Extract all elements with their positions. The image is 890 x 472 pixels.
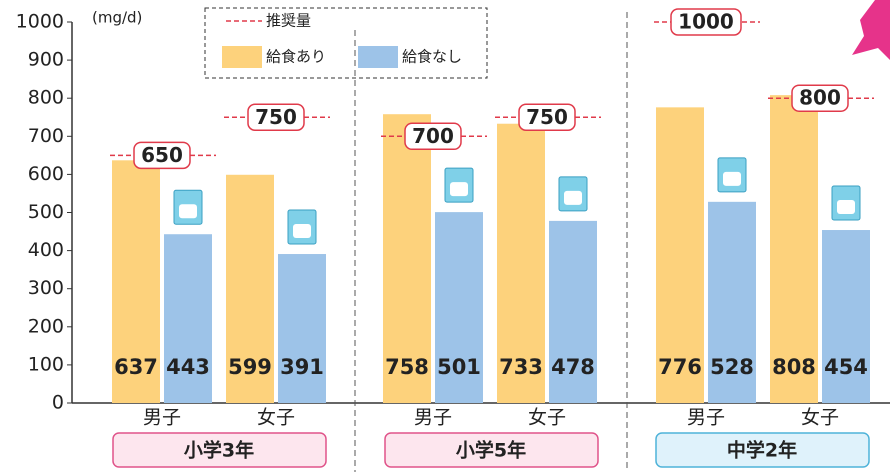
value-label: 478 — [551, 355, 595, 379]
y-tick-label: 500 — [28, 201, 64, 223]
y-tick-label: 800 — [28, 87, 64, 109]
reference-label: 1000 — [678, 10, 734, 34]
milk-carton-face — [179, 204, 197, 218]
x-tick-label: 男子 — [143, 407, 181, 429]
value-label: 733 — [499, 355, 543, 379]
y-tick-label: 300 — [28, 277, 64, 299]
group-label: 中学2年 — [727, 439, 797, 462]
milk-carton-face — [450, 182, 468, 196]
x-tick-label: 女子 — [257, 407, 295, 429]
milk-carton-face — [723, 172, 741, 186]
group-label: 小学5年 — [456, 439, 526, 462]
chart: (mg/d) 0 100 200 300 400 500 600 700 800 900 1000 6… — [0, 0, 890, 472]
reference-label: 750 — [526, 105, 568, 129]
x-tick-label: 女子 — [801, 407, 839, 429]
legend-swatch — [222, 46, 262, 68]
y-tick-label: 600 — [28, 163, 64, 185]
value-label: 808 — [772, 355, 816, 379]
legend-swatch — [358, 46, 398, 68]
value-label: 528 — [710, 355, 754, 379]
milk-carton-face — [837, 200, 855, 214]
y-unit: (mg/d) — [92, 9, 142, 27]
x-tick-label: 男子 — [687, 407, 725, 429]
bar — [278, 254, 326, 403]
y-tick-label: 100 — [28, 353, 64, 375]
value-label: 454 — [824, 355, 868, 379]
value-label: 776 — [658, 355, 702, 379]
decor-star — [852, 0, 890, 60]
value-label: 501 — [437, 355, 481, 379]
reference-label: 650 — [141, 143, 183, 167]
value-label: 443 — [166, 355, 210, 379]
legend-label: 給食あり — [266, 48, 326, 66]
value-label: 758 — [385, 355, 429, 379]
reference-label: 800 — [799, 86, 841, 110]
group-label: 小学3年 — [184, 439, 254, 462]
value-label: 599 — [228, 355, 272, 379]
y-tick-label: 900 — [28, 49, 64, 71]
y-tick-label: 400 — [28, 239, 64, 261]
legend-label: 給食なし — [402, 48, 462, 66]
x-tick-label: 男子 — [414, 407, 452, 429]
legend-label: 推奨量 — [266, 12, 311, 30]
value-label: 391 — [280, 355, 324, 379]
x-tick-label: 女子 — [528, 407, 566, 429]
value-label: 637 — [114, 355, 158, 379]
milk-carton-face — [564, 191, 582, 205]
y-tick-label: 0 — [52, 392, 64, 414]
milk-carton-face — [293, 224, 311, 238]
y-tick-label: 200 — [28, 315, 64, 337]
reference-label: 750 — [255, 105, 297, 129]
reference-label: 700 — [412, 124, 454, 148]
y-tick-label: 700 — [28, 125, 64, 147]
y-tick-label: 1000 — [16, 11, 64, 33]
